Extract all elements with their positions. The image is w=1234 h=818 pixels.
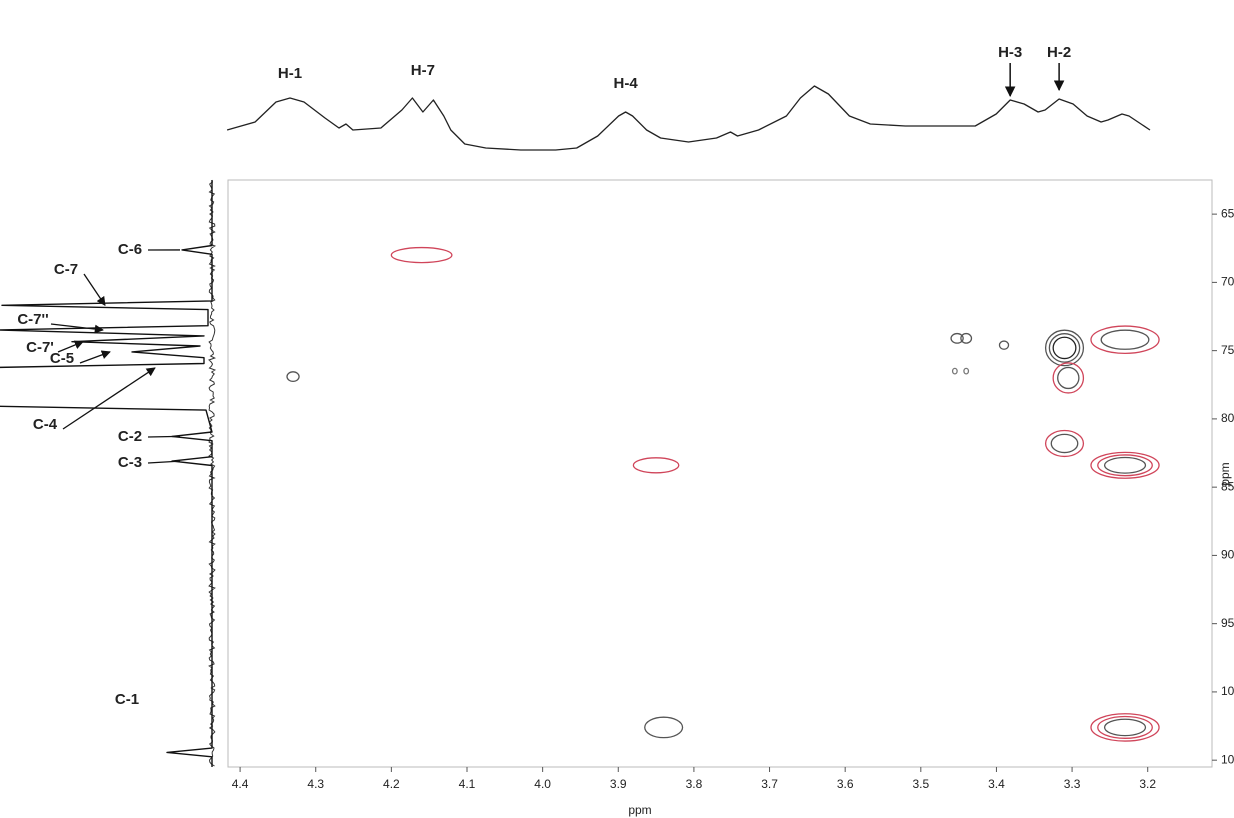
y-tick-label: 105 — [1221, 752, 1234, 766]
label-arrow — [57, 340, 84, 353]
cross-peak-contour — [1044, 329, 1085, 367]
y-tick-label: 85 — [1221, 479, 1234, 493]
cross-peak-contour — [1097, 454, 1153, 477]
carbon-label: C-4 — [33, 416, 58, 433]
carbon-label: C-5 — [50, 350, 74, 367]
cross-peak-contour — [1090, 451, 1160, 479]
cross-peak-contour — [390, 246, 453, 264]
x-tick-label: 4.0 — [534, 777, 551, 791]
cross-peak-contour — [963, 367, 970, 375]
carbon-label: C-7' — [26, 339, 54, 356]
cross-peak-contour — [1103, 456, 1147, 474]
cross-peak-contour — [1048, 333, 1081, 363]
cross-peak-contour — [998, 340, 1010, 350]
carbon-trace — [0, 180, 213, 767]
label-arrow — [147, 435, 181, 438]
y-tick-label: 95 — [1221, 616, 1234, 630]
carbon-label: C-7 — [54, 261, 78, 278]
proton-label: H-1 — [278, 65, 302, 82]
proton-label: H-3 — [998, 44, 1022, 61]
label-arrow — [50, 323, 104, 334]
carbon-label: C-7'' — [17, 311, 48, 328]
y-tick-label: 70 — [1221, 275, 1234, 289]
x-tick-label: 3.2 — [1139, 777, 1156, 791]
cross-peak-contour — [1097, 715, 1153, 739]
plot-frame — [227, 179, 1213, 768]
y-tick-label: 100 — [1221, 684, 1234, 698]
x-tick-label: 4.3 — [307, 777, 324, 791]
proton-label: H-4 — [614, 75, 639, 92]
cross-peak-contour — [632, 457, 680, 474]
cross-peak-contour — [951, 367, 958, 375]
cross-peak-contour — [1103, 718, 1147, 737]
cross-peak-contour — [1052, 336, 1077, 360]
cross-peak-contour — [1050, 433, 1079, 454]
cross-peak-contour — [1100, 329, 1150, 350]
x-tick-label: 3.4 — [988, 777, 1005, 791]
cross-peak-contour — [1057, 366, 1080, 390]
x-tick-label: 3.3 — [1064, 777, 1081, 791]
cross-peak-contour — [644, 716, 684, 739]
x-tick-label: 4.4 — [232, 777, 249, 791]
x-tick-label: 4.1 — [459, 777, 476, 791]
cross-peak-contour — [286, 371, 300, 383]
carbon-label: C-1 — [115, 691, 139, 708]
y-tick-label: 75 — [1221, 343, 1234, 357]
x-tick-label: 3.6 — [837, 777, 854, 791]
label-arrow — [147, 460, 181, 464]
y-axis-label: ppm — [1218, 462, 1232, 485]
label-arrow — [83, 273, 106, 307]
x-axis-label: ppm — [628, 803, 651, 817]
proton-trace — [226, 85, 1151, 151]
carbon-label: C-3 — [118, 454, 142, 471]
label-arrow — [62, 367, 156, 430]
carbon-label: C-2 — [118, 428, 142, 445]
x-tick-label: 3.8 — [686, 777, 703, 791]
carbon-label: C-6 — [118, 241, 142, 258]
x-tick-label: 4.2 — [383, 777, 400, 791]
cross-peak-contour — [950, 332, 964, 344]
x-tick-label: 3.9 — [610, 777, 627, 791]
y-tick-label: 80 — [1221, 411, 1234, 425]
proton-label: H-7 — [411, 62, 435, 79]
cross-peak-contour — [1090, 325, 1160, 355]
y-tick-label: 90 — [1221, 548, 1234, 562]
cross-peak-contour — [960, 332, 973, 344]
x-tick-label: 3.5 — [912, 777, 929, 791]
cross-peak-contour — [1052, 362, 1085, 394]
label-arrow — [79, 350, 111, 364]
cross-peak-contour — [1044, 429, 1085, 458]
x-tick-label: 3.7 — [761, 777, 778, 791]
proton-label: H-2 — [1047, 44, 1071, 61]
cross-peak-contour — [1090, 713, 1160, 742]
y-tick-label: 65 — [1221, 206, 1234, 220]
